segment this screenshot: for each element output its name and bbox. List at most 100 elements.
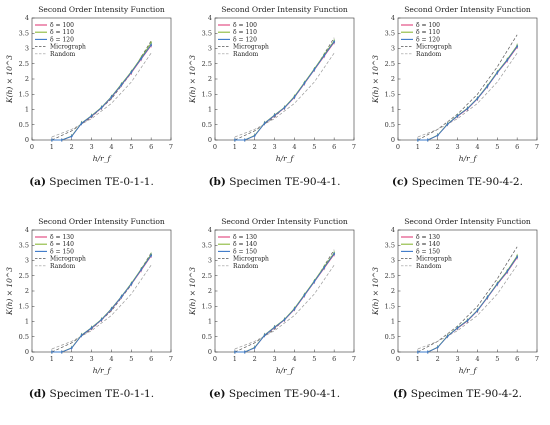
data-point [70,135,73,138]
y-tick-label: 4 [208,14,212,22]
y-tick-label: 3.5 [202,29,212,37]
data-point [516,255,519,258]
x-tick-label: 5 [495,143,499,151]
data-point [50,351,53,353]
data-point [273,114,276,117]
x-tick-label: 1 [50,355,54,363]
y-tick-label: 2.5 [385,272,395,280]
y-tick-label: 1.5 [385,90,395,98]
y-tick-label: 1.5 [19,302,29,310]
y-tick-label: 0 [25,348,29,356]
legend-entry: δ = 110 [50,29,74,36]
series-line [417,52,518,138]
legend-entry: δ = 110 [416,29,440,36]
x-tick-label: 0 [396,355,400,363]
x-tick-label: 7 [535,143,539,151]
x-tick-label: 3 [90,143,94,151]
data-point [436,134,439,137]
caption-label: (d) [28,388,47,400]
chart-caption: (b) Specimen TE-90-4-1. [183,176,366,188]
y-tick-label: 1 [208,318,212,326]
y-tick-label: 1.5 [202,302,212,310]
x-tick-label: 3 [90,355,94,363]
y-tick-label: 4 [208,226,212,234]
x-tick-label: 7 [352,355,356,363]
y-tick-label: 1 [25,106,29,114]
x-tick-label: 6 [332,355,336,363]
chart-title: Second Order Intensity Function [221,217,348,226]
caption-label: (f) [393,388,408,400]
series-line [51,264,152,350]
data-point [516,45,519,48]
y-tick-label: 0 [391,348,395,356]
y-tick-label: 0.5 [202,333,212,341]
y-tick-label: 2.5 [19,272,29,280]
series-line [51,45,152,141]
data-point [313,280,316,283]
x-tick-label: 6 [149,143,153,151]
chart-title: Second Order Intensity Function [404,217,531,226]
x-tick-label: 4 [109,355,113,363]
data-point [90,327,93,329]
legend-entry: δ = 110 [233,29,257,36]
series-line [51,255,152,353]
data-point [233,139,236,141]
y-tick-label: 2 [391,75,395,83]
series-line [417,46,518,141]
y-tick-label: 2.5 [202,272,212,280]
data-point [496,71,499,74]
series-line [417,46,518,141]
y-tick-label: 3 [391,257,395,265]
x-axis-label: h/r_f [459,366,478,375]
chart-caption: (d) Specimen TE-0-1-1. [0,388,183,400]
x-axis-label: h/r_f [276,366,295,375]
data-point [243,351,246,353]
y-tick-label: 4 [25,14,29,22]
x-tick-label: 2 [70,143,74,151]
caption-text: Specimen TE-90-4-2. [407,388,522,400]
legend-entry: δ = 130 [50,234,74,241]
legend-entry: δ = 120 [416,36,440,43]
data-point [436,346,439,349]
legend-entry: δ = 140 [416,241,440,248]
chart-title: Second Order Intensity Function [404,5,531,14]
x-tick-label: 5 [312,355,316,363]
y-tick-label: 3 [391,45,395,53]
x-tick-label: 6 [515,143,519,151]
y-tick-label: 3.5 [385,241,395,249]
legend-entry: Random [233,263,259,270]
x-tick-label: 6 [149,355,153,363]
x-tick-label: 2 [70,355,74,363]
data-point [100,106,103,109]
y-tick-label: 0.5 [19,333,29,341]
chart-panel: Second Order Intensity Function 0 1 2 3 4 5 6 7 0… [366,212,549,424]
legend-entry: Micrograph [50,256,86,263]
caption-text: Specimen TE-90-4-1. [225,176,341,188]
legend-entry: Random [50,263,76,270]
x-tick-label: 2 [436,143,440,151]
chart-panel: Second Order Intensity Function 0 1 2 3 4 5 6 7 0… [0,212,183,424]
chart-title: Second Order Intensity Function [38,217,165,226]
legend-entry: δ = 150 [50,248,74,255]
x-axis-label: h/r_f [276,154,295,163]
y-tick-label: 0.5 [385,121,395,129]
series-line [417,246,518,353]
x-tick-label: 2 [436,355,440,363]
legend-entry: δ = 130 [233,234,257,241]
data-point [253,346,256,349]
y-tick-label: 2 [208,287,212,295]
x-tick-label: 5 [312,143,316,151]
y-tick-label: 3.5 [19,241,29,249]
y-tick-label: 0 [391,136,395,144]
data-point [426,139,429,141]
y-tick-label: 1.5 [202,90,212,98]
data-point [506,59,509,61]
data-point [60,139,63,141]
data-point [140,57,143,60]
series-line [234,264,335,350]
x-tick-label: 3 [273,143,277,151]
data-point [416,351,419,353]
x-axis-label: h/r_f [93,154,112,163]
